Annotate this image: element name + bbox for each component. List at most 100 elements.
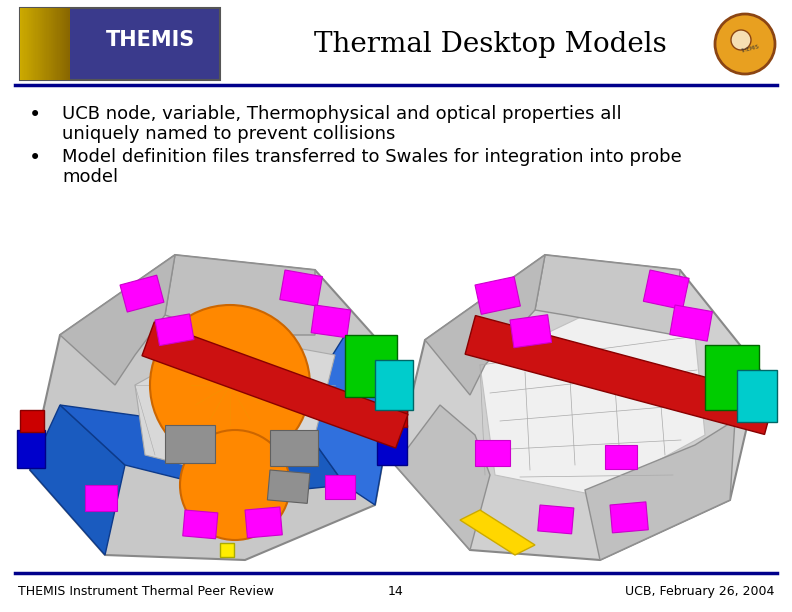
Bar: [67, 8, 68, 80]
Bar: [51, 8, 52, 80]
Text: UCB, February 26, 2004: UCB, February 26, 2004: [625, 585, 774, 598]
Bar: [705, 345, 759, 410]
Polygon shape: [535, 255, 680, 335]
Polygon shape: [135, 335, 335, 475]
Bar: [670, 305, 713, 341]
Polygon shape: [60, 255, 175, 385]
Bar: [17, 430, 45, 468]
Bar: [165, 425, 215, 463]
Bar: [45, 8, 47, 80]
Bar: [280, 270, 322, 306]
Polygon shape: [585, 420, 735, 560]
Polygon shape: [295, 335, 400, 505]
Bar: [20, 8, 220, 80]
Bar: [62, 8, 63, 80]
Bar: [605, 445, 637, 469]
Bar: [325, 475, 355, 499]
Bar: [475, 277, 520, 315]
Bar: [20, 410, 44, 432]
Bar: [34, 8, 36, 80]
Polygon shape: [165, 255, 315, 335]
Polygon shape: [30, 405, 125, 555]
Text: Model definition files transferred to Swales for integration into probe: Model definition files transferred to Sw…: [62, 148, 682, 166]
Bar: [643, 270, 689, 310]
Bar: [120, 275, 164, 312]
Bar: [21, 8, 22, 80]
Bar: [311, 305, 351, 338]
Bar: [52, 8, 53, 80]
Bar: [43, 8, 44, 80]
Text: 14: 14: [388, 585, 404, 598]
Circle shape: [715, 14, 775, 74]
Bar: [42, 8, 43, 80]
Text: •: •: [29, 105, 41, 125]
Bar: [22, 8, 23, 80]
Bar: [155, 314, 194, 346]
Polygon shape: [460, 510, 535, 555]
Bar: [41, 8, 42, 80]
Circle shape: [150, 305, 310, 465]
Bar: [63, 8, 64, 80]
Text: THEMIS Instrument Thermal Peer Review: THEMIS Instrument Thermal Peer Review: [18, 585, 274, 598]
Polygon shape: [205, 415, 345, 495]
Bar: [345, 335, 397, 397]
Text: model: model: [62, 168, 118, 186]
Bar: [59, 8, 61, 80]
Polygon shape: [465, 316, 775, 435]
Bar: [65, 8, 67, 80]
Bar: [510, 315, 551, 348]
Bar: [36, 8, 38, 80]
Text: THEMIS: THEMIS: [741, 44, 760, 54]
Circle shape: [731, 30, 751, 50]
Polygon shape: [30, 255, 400, 560]
Polygon shape: [60, 405, 245, 495]
Bar: [20, 8, 21, 80]
Bar: [30, 8, 31, 80]
Polygon shape: [395, 255, 760, 560]
Bar: [32, 8, 33, 80]
Bar: [245, 507, 282, 538]
Bar: [64, 8, 65, 80]
Bar: [48, 8, 50, 80]
Bar: [53, 8, 54, 80]
Bar: [183, 510, 218, 539]
Text: Thermal Desktop Models: Thermal Desktop Models: [314, 31, 666, 58]
Bar: [381, 403, 407, 427]
Bar: [47, 8, 48, 80]
Bar: [55, 8, 56, 80]
Polygon shape: [395, 405, 490, 550]
Polygon shape: [142, 322, 408, 448]
Bar: [29, 8, 30, 80]
Bar: [44, 8, 45, 80]
Text: •: •: [29, 148, 41, 168]
Bar: [25, 8, 27, 80]
Bar: [538, 505, 574, 534]
Bar: [85, 485, 117, 511]
Bar: [57, 8, 59, 80]
Text: UCB node, variable, Thermophysical and optical properties all: UCB node, variable, Thermophysical and o…: [62, 105, 622, 123]
Bar: [268, 470, 310, 504]
Text: THEMIS: THEMIS: [105, 31, 195, 50]
Bar: [56, 8, 58, 80]
Bar: [61, 8, 62, 80]
Circle shape: [180, 430, 290, 540]
Bar: [220, 543, 234, 557]
Bar: [33, 8, 34, 80]
Polygon shape: [480, 315, 705, 495]
Bar: [270, 430, 318, 466]
Bar: [377, 425, 407, 465]
Bar: [23, 8, 25, 80]
Bar: [37, 8, 39, 80]
Bar: [54, 8, 55, 80]
Bar: [610, 502, 649, 533]
Bar: [375, 360, 413, 410]
Bar: [68, 8, 70, 80]
Bar: [39, 8, 40, 80]
Text: uniquely named to prevent collisions: uniquely named to prevent collisions: [62, 125, 395, 143]
Bar: [50, 8, 51, 80]
Bar: [475, 440, 510, 466]
Bar: [27, 8, 28, 80]
Polygon shape: [425, 255, 545, 395]
Bar: [737, 370, 777, 422]
Bar: [28, 8, 29, 80]
